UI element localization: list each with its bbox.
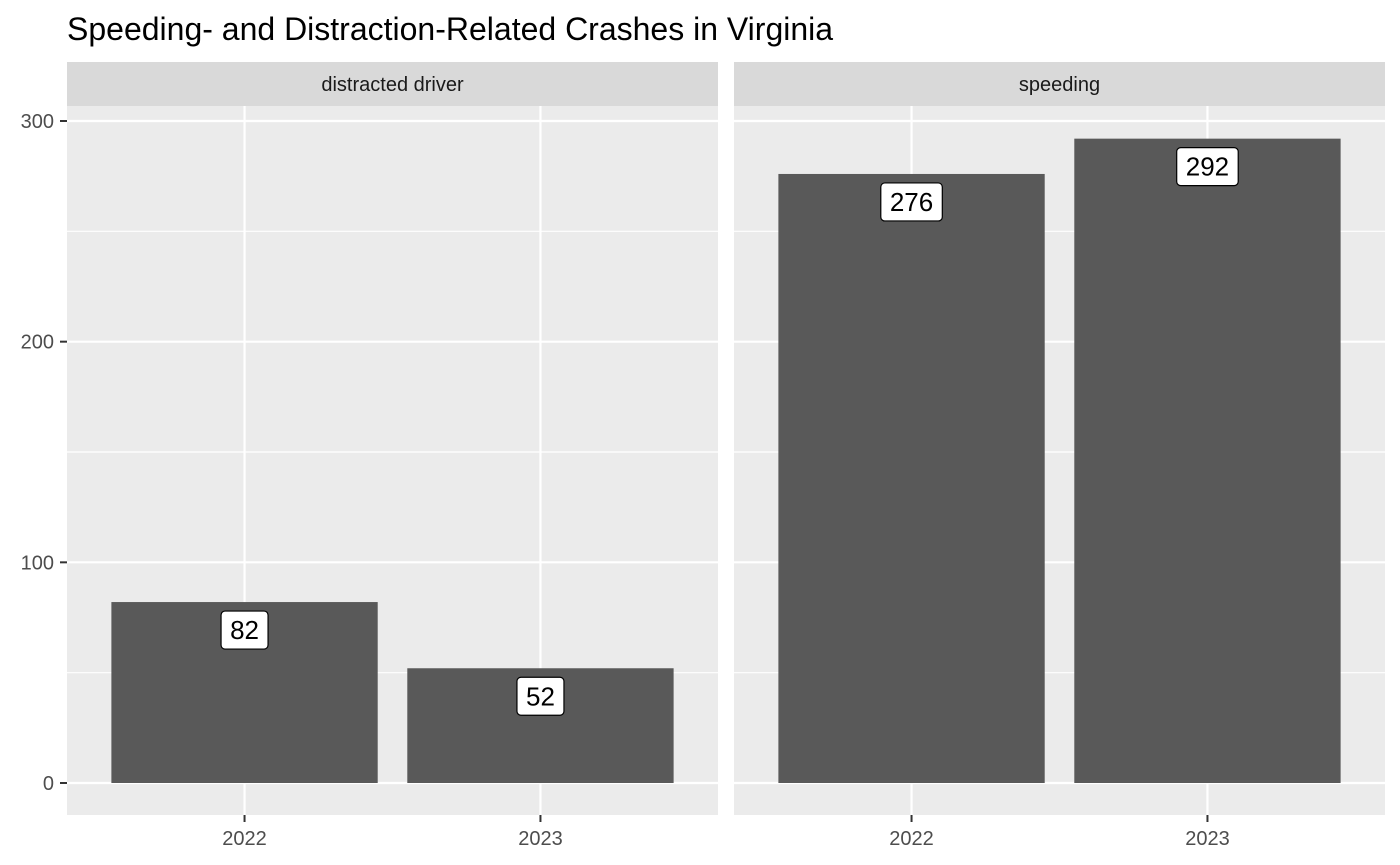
y-tick-label: 300 bbox=[21, 111, 54, 133]
x-tick-label: 2022 bbox=[222, 828, 267, 850]
x-tick-label: 2022 bbox=[889, 828, 934, 850]
x-tick-label: 2023 bbox=[1185, 828, 1230, 850]
bar bbox=[778, 173, 1045, 783]
y-tick-label: 0 bbox=[43, 773, 54, 795]
facet-panel-1: speeding 276 292 2022 2023 bbox=[734, 62, 1385, 850]
y-tick-label: 200 bbox=[21, 332, 54, 354]
facet-strip bbox=[734, 62, 1385, 106]
facet-strip-label: speeding bbox=[1019, 74, 1100, 96]
chart-title: Speeding- and Distraction-Related Crashe… bbox=[67, 11, 833, 47]
data-label-box bbox=[220, 610, 269, 650]
data-label-box bbox=[880, 182, 943, 222]
facet-panel-0: distracted driver 82 52 2022 2023 bbox=[67, 62, 718, 850]
bar bbox=[1074, 138, 1341, 784]
data-label: 292 bbox=[1186, 152, 1229, 182]
facet-strip bbox=[67, 62, 718, 106]
facet-strip-label: distracted driver bbox=[321, 74, 464, 96]
data-label: 52 bbox=[526, 681, 555, 711]
data-label: 82 bbox=[230, 615, 259, 645]
data-label: 276 bbox=[890, 187, 933, 217]
y-tick-label: 100 bbox=[21, 552, 54, 574]
x-tick-label: 2023 bbox=[518, 828, 563, 850]
data-label-box bbox=[516, 676, 565, 716]
data-label-box bbox=[1176, 147, 1239, 187]
